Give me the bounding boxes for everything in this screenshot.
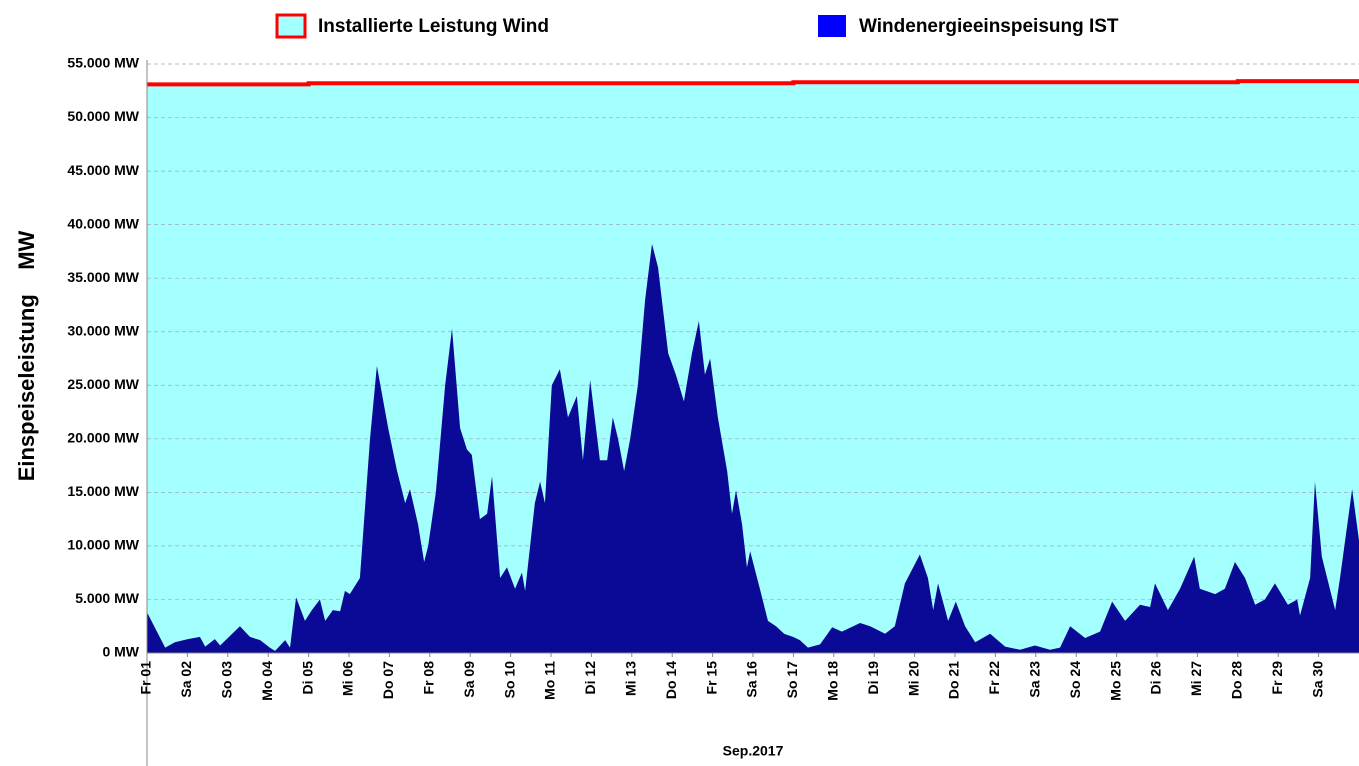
legend-label: Installierte Leistung Wind [318, 16, 549, 37]
y-tick-label: 15.000 MW [67, 483, 139, 499]
x-tick-label: So 17 [784, 661, 800, 699]
line [147, 79, 1359, 87]
x-tick-label: Do 14 [663, 661, 679, 699]
x-tick-label: Mo 18 [825, 661, 841, 701]
y-tick-label: 30.000 MW [67, 322, 139, 338]
x-tick-label: Mi 20 [905, 661, 921, 696]
y-tick-label: 40.000 MW [67, 215, 139, 231]
x-tick-label: Sa 09 [461, 661, 477, 698]
x-tick-label: Sa 02 [178, 661, 194, 698]
y-tick-label: 5.000 MW [75, 590, 140, 606]
legend-label: Windenergieeinspeisung IST [859, 16, 1119, 37]
x-tick-label: Sa 16 [744, 661, 760, 698]
x-tick-label: Mi 27 [1188, 661, 1204, 696]
x-tick-label: Sa 30 [1309, 661, 1325, 698]
y-tick-label: 25.000 MW [67, 376, 139, 392]
x-tick-label: Mo 04 [259, 661, 275, 701]
x-tick-label: Di 19 [865, 661, 881, 695]
x-tick-label: Di 26 [1148, 661, 1164, 695]
x-tick-label: So 03 [219, 661, 235, 699]
x-tick-label: Fr 29 [1269, 661, 1285, 695]
x-axis-label: Sep.2017 [723, 743, 784, 759]
y-tick-label: 35.000 MW [67, 269, 139, 285]
y-tick-label: 20.000 MW [67, 430, 139, 446]
x-tick-label: So 24 [1067, 661, 1083, 699]
legend-swatch [275, 13, 307, 39]
x-tick-label: Fr 01 [138, 661, 154, 695]
x-tick-label: Mo 25 [1107, 661, 1123, 701]
y-axis-label: Einspeiseleistung MW [14, 230, 39, 481]
legend-swatch [818, 15, 846, 37]
x-tick-label: Fr 08 [421, 661, 437, 695]
x-tick-label: So 10 [501, 661, 517, 699]
x-tick-label: Do 07 [380, 661, 396, 699]
y-tick-label: 50.000 MW [67, 108, 139, 124]
x-tick-label: Fr 15 [703, 661, 719, 695]
area [147, 243, 1359, 653]
x-tick-label: Mi 13 [623, 661, 639, 696]
y-tick-label: 0 MW [102, 644, 139, 660]
x-tick-label: Do 21 [946, 661, 962, 699]
x-tick-label: Di 05 [299, 661, 315, 695]
y-tick-label: 45.000 MW [67, 162, 139, 178]
y-tick-label: 55.000 MW [67, 55, 139, 71]
x-tick-label: Mo 11 [542, 661, 558, 700]
y-tick-label: 10.000 MW [67, 537, 139, 553]
x-tick-label: Di 12 [582, 661, 598, 695]
x-tick-label: Sa 23 [1027, 661, 1043, 698]
x-tick-label: Do 28 [1229, 661, 1245, 699]
x-tick-label: Mi 06 [340, 661, 356, 696]
x-tick-label: Fr 22 [986, 661, 1002, 695]
